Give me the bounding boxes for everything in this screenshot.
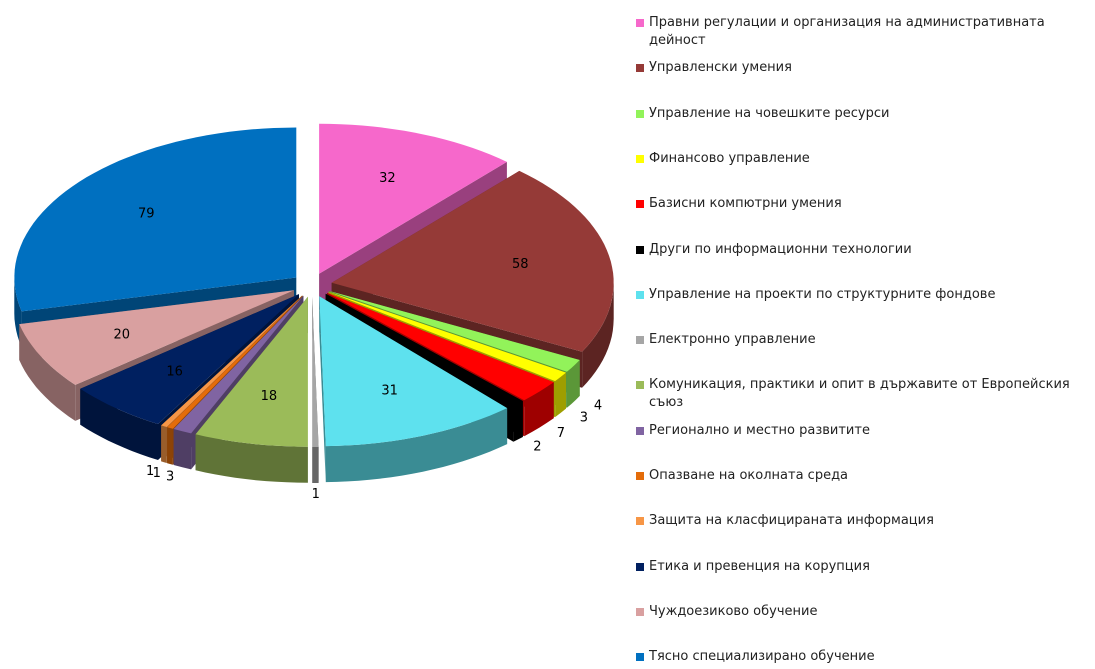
slice [325, 293, 523, 406]
legend-swatch [636, 290, 644, 299]
legend-swatch [636, 336, 644, 345]
legend-label: Базисни компютрни умения [649, 196, 842, 212]
slice [19, 290, 295, 385]
data-label: 20 [114, 328, 131, 343]
legend-swatch [636, 426, 644, 435]
legend-swatch [636, 19, 644, 27]
data-label: 2 [533, 439, 541, 454]
data-label: 7 [557, 426, 565, 441]
slice-side [566, 360, 580, 408]
data-label: 1 [153, 466, 161, 481]
legend-item: Тясно специализирано обучение [636, 648, 1091, 666]
legend-label: Защита на класфицираната информация [649, 513, 934, 529]
slice [173, 295, 304, 434]
legend-item: Електронно управление [636, 331, 1091, 349]
legend-swatch [636, 517, 644, 526]
slice-side [195, 434, 308, 483]
legend-swatch [636, 607, 644, 616]
legend-label: Тясно специализирано обучение [649, 649, 875, 665]
legend-label: Чуждоезиково обучение [649, 603, 818, 619]
slice-side [173, 429, 192, 470]
legend-label: Електронно управление [649, 332, 816, 348]
legend-item: Други по информационни технологии [636, 241, 1091, 259]
slice-side [319, 296, 326, 483]
slice [329, 291, 580, 372]
slice [319, 296, 508, 447]
legend-swatch [636, 245, 644, 254]
slice-side [555, 372, 566, 418]
slice-side [513, 401, 523, 442]
legend-swatch [636, 381, 644, 390]
slice [319, 123, 507, 274]
legend-item: Базисни компютрни умения [636, 195, 1091, 213]
legend-label: Етика и превенция на корупция [649, 558, 870, 574]
slice [195, 296, 308, 447]
slice [331, 170, 614, 352]
legend-item: Финансово управление [636, 150, 1091, 168]
legend-item: Управление на човешките ресурси [636, 105, 1091, 123]
slice [312, 297, 319, 447]
legend-item: Регионално и местно развитите [636, 422, 1091, 440]
legend-swatch [636, 200, 644, 209]
legend-swatch [636, 154, 644, 163]
data-label: 1 [146, 464, 154, 479]
legend-label: Финансово управление [649, 150, 810, 166]
legend-item: Защита на класфицираната информация [636, 512, 1091, 530]
slice [328, 291, 566, 382]
legend-swatch [636, 472, 644, 480]
data-label: 16 [166, 364, 183, 379]
slice-side [582, 282, 614, 388]
slice-side [19, 324, 76, 421]
slice-side [325, 408, 508, 483]
slice-side [161, 425, 167, 463]
legend-item: Правни регулации и организация на админи… [636, 14, 1091, 50]
data-label: 32 [379, 171, 396, 186]
data-label: 4 [594, 398, 602, 413]
data-label: 3 [580, 410, 588, 425]
legend-item: Комуникация, практики и опит в държавите… [636, 376, 1091, 412]
legend-label: Управленски умения [649, 60, 792, 76]
legend-item: Чуждоезиково обучение [636, 603, 1091, 621]
slice [80, 294, 299, 424]
data-label: 58 [512, 257, 529, 272]
data-label: 3 [166, 470, 174, 485]
slice [167, 295, 303, 429]
legend-swatch [636, 64, 644, 73]
legend-label: Управление на човешките ресурси [649, 105, 890, 121]
legend-item: Опазване на околната среда [636, 467, 1091, 485]
legend-swatch [636, 653, 644, 662]
slice [14, 127, 297, 312]
slice-side [167, 427, 173, 465]
data-label: 18 [261, 389, 278, 404]
legend-label: Комуникация, практики и опит в държавите… [649, 377, 1070, 411]
legend: Правни регулации и организация на админи… [636, 0, 1091, 669]
legend-item: Етика и превенция на корупция [636, 558, 1091, 576]
legend-swatch [636, 562, 644, 571]
data-label: 1 [312, 487, 320, 502]
slice-side [312, 447, 319, 483]
legend-label: Други по информационни технологии [649, 241, 912, 257]
legend-label: Управление на проекти по структурните фо… [649, 286, 996, 302]
slice [161, 295, 303, 427]
slice-side [80, 388, 158, 460]
slice-side [524, 382, 554, 437]
legend-item: Управление на проекти по структурните фо… [636, 286, 1091, 304]
legend-label: Правни регулации и организация на админи… [649, 15, 1045, 48]
data-label: 79 [138, 207, 155, 222]
data-label: 31 [381, 384, 398, 399]
legend-item: Управленски умения [636, 59, 1091, 77]
slice [327, 292, 554, 401]
legend-swatch [636, 109, 644, 118]
legend-label: Опазване на околната среда [649, 468, 849, 483]
legend-label: Регионално и местно развитите [649, 422, 870, 438]
